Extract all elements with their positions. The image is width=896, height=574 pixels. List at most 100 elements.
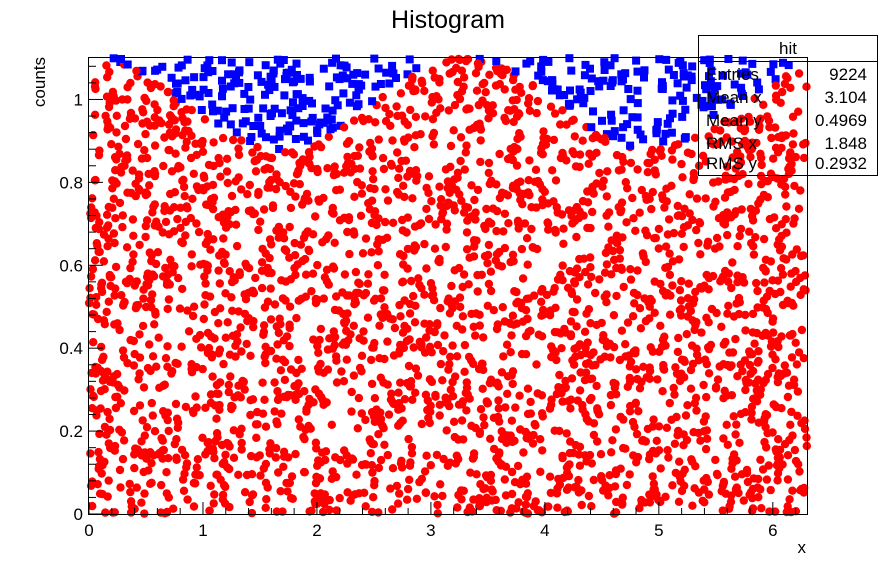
data-point bbox=[769, 154, 778, 163]
data-point bbox=[617, 165, 626, 174]
data-point bbox=[612, 390, 621, 399]
data-point bbox=[697, 328, 706, 337]
data-point bbox=[330, 162, 339, 171]
data-point bbox=[453, 77, 462, 87]
data-point bbox=[191, 392, 200, 401]
data-point bbox=[546, 488, 555, 498]
data-point bbox=[409, 291, 418, 301]
data-point bbox=[415, 477, 424, 487]
data-point bbox=[673, 347, 683, 357]
data-point bbox=[129, 250, 138, 259]
data-point bbox=[381, 103, 390, 113]
data-point bbox=[283, 487, 292, 496]
data-point bbox=[145, 340, 154, 349]
data-point bbox=[470, 238, 479, 247]
data-point bbox=[668, 155, 677, 164]
data-point bbox=[247, 508, 257, 518]
data-point bbox=[224, 70, 233, 79]
data-point bbox=[270, 378, 279, 387]
data-point bbox=[498, 303, 507, 312]
data-point bbox=[226, 372, 235, 381]
data-point bbox=[512, 504, 521, 513]
data-point bbox=[218, 84, 227, 93]
data-point bbox=[111, 262, 121, 272]
data-point bbox=[349, 321, 358, 330]
data-point bbox=[333, 101, 342, 110]
data-point bbox=[329, 334, 339, 343]
data-point bbox=[723, 230, 732, 240]
data-point bbox=[566, 86, 574, 95]
data-point bbox=[121, 134, 131, 144]
data-point bbox=[602, 130, 611, 139]
data-point bbox=[111, 214, 120, 223]
data-point bbox=[351, 267, 361, 277]
data-point bbox=[158, 446, 167, 455]
data-point bbox=[325, 495, 334, 505]
data-point bbox=[274, 468, 283, 477]
data-point bbox=[150, 320, 159, 329]
data-point bbox=[633, 99, 642, 108]
data-point bbox=[762, 443, 771, 452]
data-point bbox=[676, 296, 686, 305]
data-point bbox=[104, 121, 113, 130]
data-point bbox=[370, 481, 379, 490]
data-point bbox=[403, 484, 413, 494]
data-point bbox=[567, 289, 577, 299]
data-point bbox=[677, 229, 686, 238]
data-point bbox=[502, 340, 512, 349]
data-point bbox=[94, 447, 103, 457]
data-point bbox=[668, 257, 678, 266]
data-point bbox=[728, 258, 737, 267]
data-point bbox=[273, 420, 282, 429]
data-point bbox=[736, 158, 746, 167]
stats-entries-value: 9224 bbox=[829, 65, 867, 84]
data-point bbox=[117, 428, 127, 437]
data-point bbox=[578, 136, 587, 145]
data-point bbox=[261, 61, 270, 70]
data-point bbox=[445, 401, 454, 411]
data-point bbox=[645, 314, 654, 323]
data-point bbox=[251, 420, 261, 429]
data-point bbox=[583, 223, 592, 233]
data-point bbox=[380, 440, 389, 449]
data-point bbox=[395, 346, 404, 355]
data-point bbox=[246, 206, 256, 215]
data-point bbox=[275, 178, 284, 187]
data-point bbox=[767, 133, 776, 143]
data-point bbox=[125, 479, 134, 489]
data-point bbox=[199, 186, 208, 195]
data-point bbox=[234, 144, 243, 153]
data-point bbox=[499, 352, 508, 361]
data-point bbox=[631, 365, 641, 374]
y-tick-label: 0 bbox=[74, 505, 83, 524]
data-point bbox=[610, 482, 620, 491]
data-point bbox=[562, 463, 572, 472]
data-point bbox=[555, 480, 565, 489]
data-point bbox=[617, 198, 627, 207]
data-point bbox=[589, 430, 599, 440]
data-point bbox=[438, 376, 447, 385]
data-point bbox=[660, 203, 669, 212]
data-point bbox=[205, 292, 215, 301]
data-point bbox=[679, 441, 688, 450]
data-point bbox=[471, 208, 480, 217]
data-point bbox=[450, 206, 459, 215]
data-point bbox=[263, 268, 273, 278]
data-point bbox=[141, 129, 150, 139]
data-point bbox=[676, 57, 685, 66]
data-point bbox=[430, 492, 439, 501]
data-point bbox=[428, 66, 437, 75]
data-point bbox=[309, 335, 318, 344]
data-point bbox=[368, 97, 377, 106]
data-point bbox=[599, 76, 608, 85]
data-point bbox=[256, 122, 265, 130]
y-axis-label: counts bbox=[30, 57, 49, 107]
data-point bbox=[446, 162, 455, 171]
data-point bbox=[465, 253, 474, 262]
data-point bbox=[406, 105, 415, 115]
data-point bbox=[263, 297, 273, 306]
data-point bbox=[783, 475, 793, 484]
data-point bbox=[183, 306, 192, 315]
data-point bbox=[602, 290, 611, 299]
data-point bbox=[645, 374, 654, 383]
